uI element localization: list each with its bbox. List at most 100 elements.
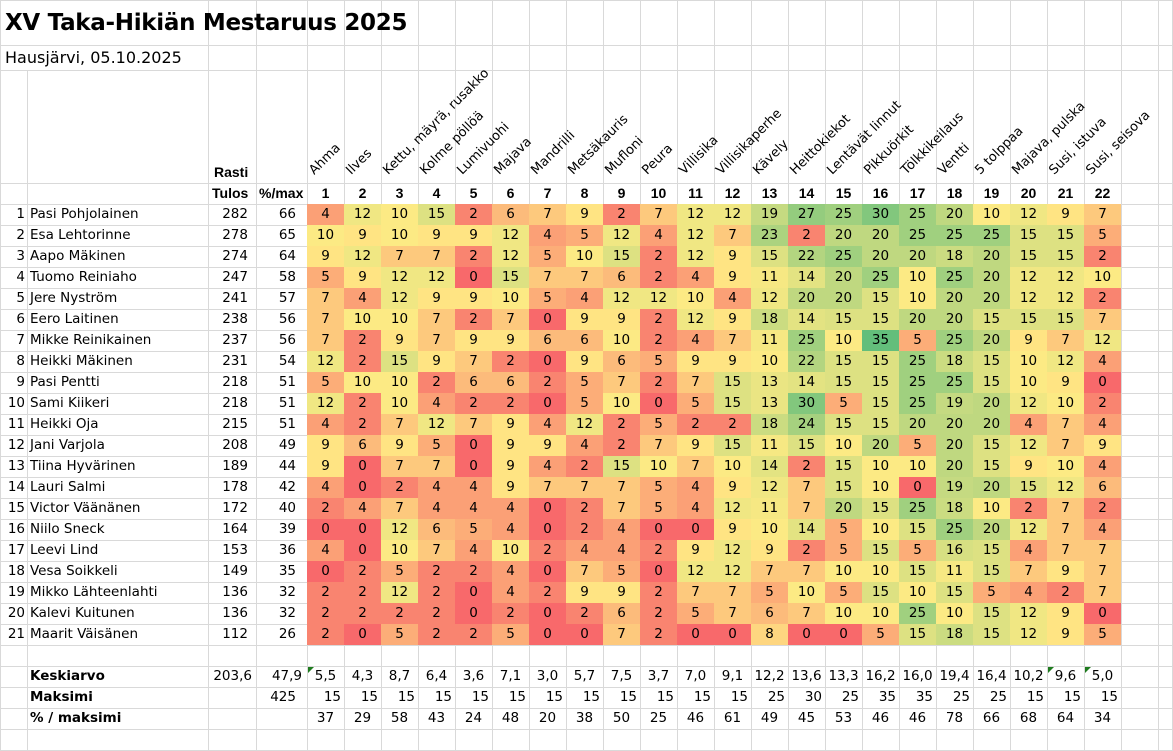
competitor-name: Jere Nyström: [30, 290, 118, 306]
score-cell: 5: [566, 372, 603, 393]
percent-of-max: 58: [278, 269, 296, 285]
score-cell: 0: [825, 624, 862, 645]
average-value: 3,0: [536, 668, 559, 684]
score-cell: 7: [381, 414, 418, 435]
score-cell: 20: [936, 456, 973, 477]
score-cell: 2: [640, 582, 677, 603]
score-cell: 9: [455, 288, 492, 309]
score-cell: 10: [1084, 267, 1121, 288]
score-cell: 14: [788, 309, 825, 330]
score-cell: 0: [529, 498, 566, 519]
error-indicator-icon[interactable]: [308, 667, 314, 673]
score-cell: 11: [751, 435, 788, 456]
percent-of-max: 35: [278, 563, 296, 579]
score-cell: 23: [751, 225, 788, 246]
score-cell: 4: [640, 225, 677, 246]
competitor-name: Lauri Salmi: [30, 479, 106, 495]
average-value: 9,1: [721, 668, 744, 684]
score-cell: 11: [936, 561, 973, 582]
score-cell: 18: [751, 309, 788, 330]
score-cell: 7: [714, 603, 751, 624]
sheet-title: XV Taka-Hikiän Mestaruus 2025: [5, 10, 408, 36]
score-cell: 10: [1047, 456, 1084, 477]
score-cell: 10: [899, 267, 936, 288]
grid-line: [0, 645, 1173, 646]
score-cell: 10: [788, 582, 825, 603]
score-cell: 2: [455, 309, 492, 330]
station-number: 22: [1094, 185, 1111, 201]
score-cell: 4: [418, 477, 455, 498]
score-cell: 25: [936, 330, 973, 351]
score-cell: 9: [714, 246, 751, 267]
score-cell: 9: [381, 330, 418, 351]
average-value: 5,5: [314, 668, 337, 684]
score-cell: 7: [677, 456, 714, 477]
score-cell: 7: [566, 477, 603, 498]
maximum-value: 15: [545, 689, 563, 705]
score-cell: 15: [973, 372, 1010, 393]
score-cell: 15: [1010, 309, 1047, 330]
score-cell: 9: [492, 456, 529, 477]
score-cell: 7: [1047, 498, 1084, 519]
score-cell: 2: [307, 624, 344, 645]
score-cell: 15: [973, 540, 1010, 561]
score-cell: 10: [381, 393, 418, 414]
total-score: 164: [222, 521, 248, 537]
station-name-label: Tölkkikeilaus: [898, 109, 967, 178]
score-cell: 20: [973, 246, 1010, 267]
score-cell: 4: [492, 519, 529, 540]
score-cell: 0: [344, 519, 381, 540]
error-indicator-icon[interactable]: [1048, 667, 1054, 673]
score-cell: 2: [344, 393, 381, 414]
score-cell: 4: [1010, 582, 1047, 603]
score-cell: 12: [640, 288, 677, 309]
score-cell: 12: [1010, 624, 1047, 645]
score-cell: 15: [418, 204, 455, 225]
score-cell: 20: [936, 309, 973, 330]
score-cell: 9: [1084, 435, 1121, 456]
score-cell: 12: [381, 519, 418, 540]
score-cell: 4: [566, 288, 603, 309]
score-cell: 5: [381, 624, 418, 645]
score-cell: 25: [788, 330, 825, 351]
score-cell: 10: [381, 225, 418, 246]
error-indicator-icon[interactable]: [1085, 667, 1091, 673]
score-cell: 15: [1010, 246, 1047, 267]
score-cell: 2: [640, 330, 677, 351]
score-cell: 7: [677, 372, 714, 393]
percent-of-max: 32: [278, 584, 296, 600]
score-cell: 9: [714, 309, 751, 330]
score-cell: 20: [788, 288, 825, 309]
score-cell: 7: [788, 477, 825, 498]
score-cell: 15: [973, 309, 1010, 330]
score-cell: 2: [344, 414, 381, 435]
score-cell: 4: [492, 498, 529, 519]
score-cell: 0: [677, 624, 714, 645]
score-cell: 7: [1010, 561, 1047, 582]
score-cell: 12: [677, 246, 714, 267]
score-cell: 12: [603, 288, 640, 309]
score-cell: 12: [492, 225, 529, 246]
score-cell: 10: [381, 204, 418, 225]
competitor-name: Maarit Väisänen: [30, 626, 139, 642]
score-cell: 20: [825, 498, 862, 519]
maximum-value: 15: [656, 689, 674, 705]
score-cell: 0: [344, 624, 381, 645]
score-cell: 7: [418, 456, 455, 477]
score-cell: 7: [677, 582, 714, 603]
score-cell: 7: [714, 225, 751, 246]
score-cell: 9: [1047, 561, 1084, 582]
score-cell: 20: [862, 225, 899, 246]
score-cell: 12: [1084, 330, 1121, 351]
score-cell: 12: [714, 498, 751, 519]
score-cell: 0: [455, 456, 492, 477]
score-cell: 10: [640, 456, 677, 477]
score-cell: 10: [825, 435, 862, 456]
rank-cell: 19: [7, 584, 25, 600]
pct-of-max-value: 45: [797, 710, 816, 726]
score-cell: 4: [1084, 414, 1121, 435]
score-cell: 20: [862, 246, 899, 267]
score-cell: 4: [677, 330, 714, 351]
score-cell: 4: [677, 267, 714, 288]
score-cell: 10: [862, 603, 899, 624]
